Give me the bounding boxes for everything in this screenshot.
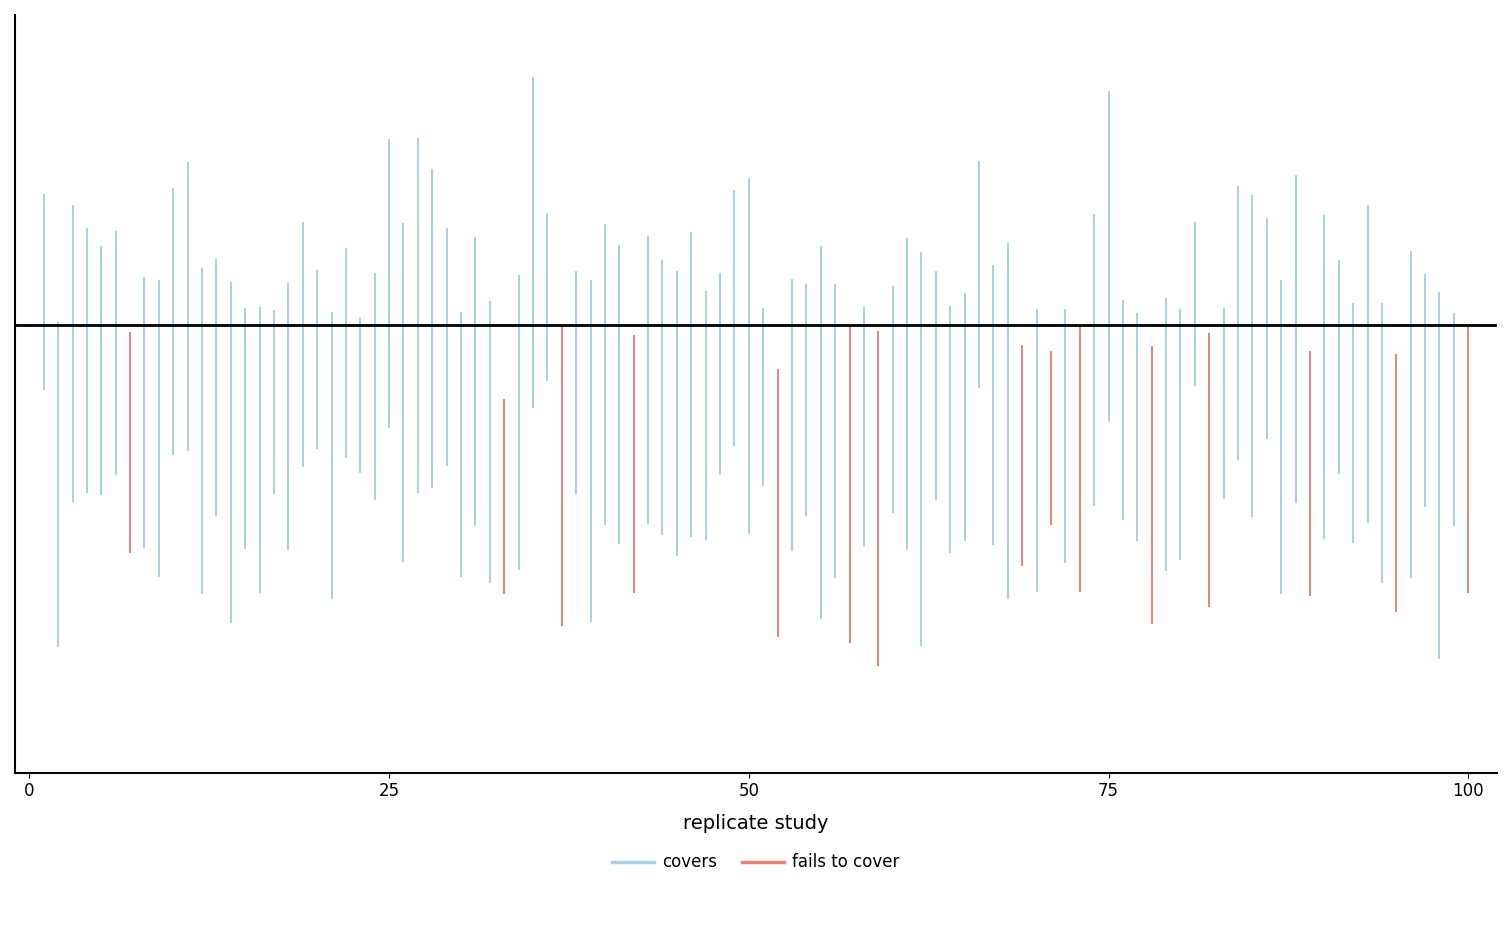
Legend: covers, fails to cover: covers, fails to cover [606, 847, 906, 878]
X-axis label: replicate study: replicate study [683, 814, 829, 833]
